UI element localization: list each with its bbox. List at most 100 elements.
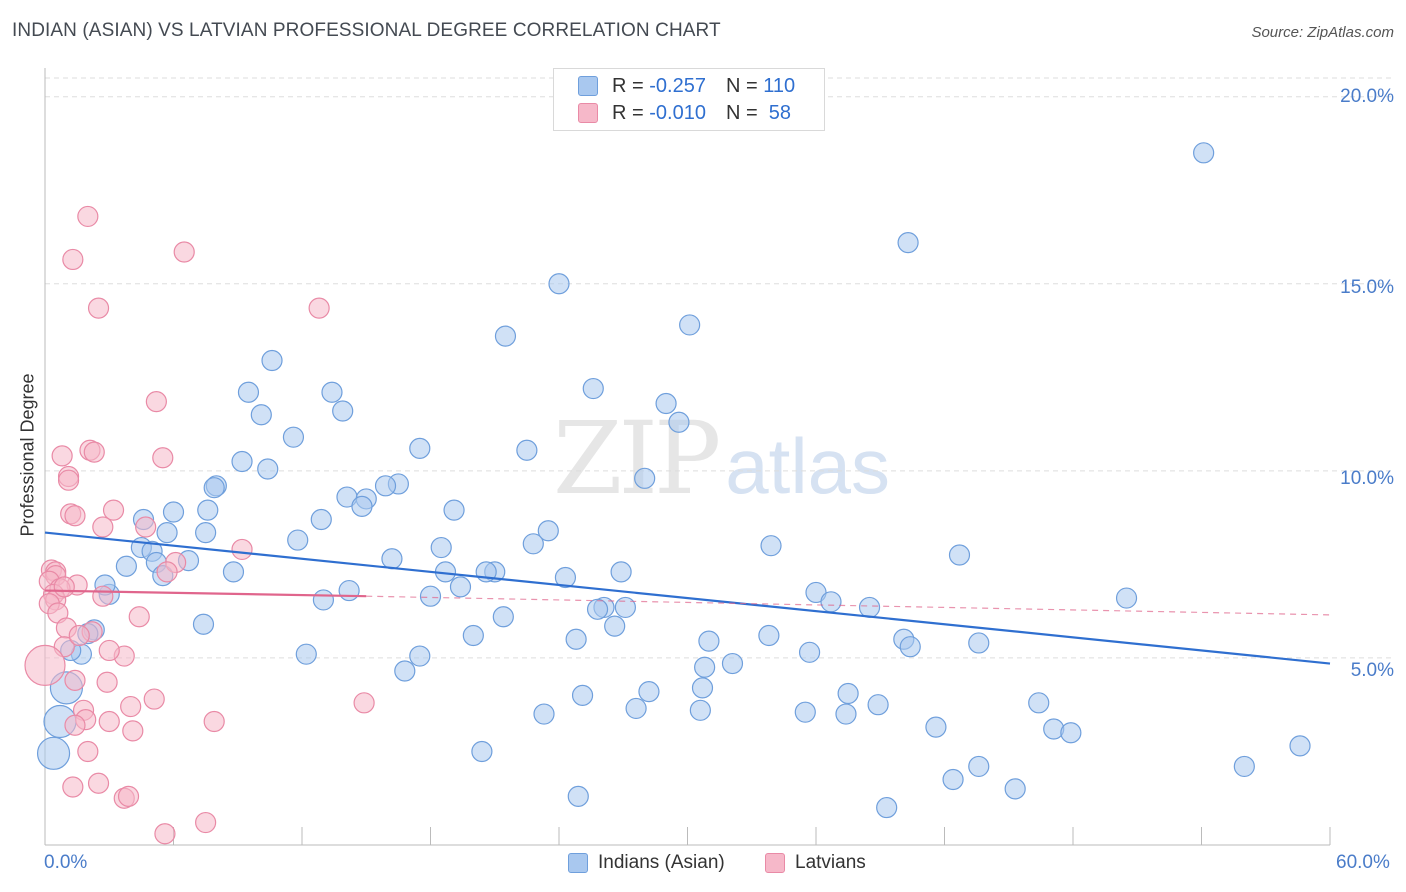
legend-swatch-pink bbox=[578, 103, 598, 123]
indians-point bbox=[295, 643, 317, 665]
legend-row-latvians: R = -0.010 N = 58 bbox=[578, 100, 791, 126]
indians-point bbox=[197, 499, 219, 521]
indians-point bbox=[571, 684, 594, 706]
indians-point bbox=[522, 533, 544, 555]
indians-point bbox=[443, 499, 465, 521]
latvians-point bbox=[154, 823, 176, 845]
indians-point bbox=[586, 598, 609, 620]
indians-point bbox=[565, 628, 587, 650]
latvians-point bbox=[96, 671, 118, 693]
y-tick-label-10: 10.0% bbox=[1340, 468, 1394, 489]
indians-point bbox=[537, 520, 559, 542]
latvians-trend-line bbox=[44, 589, 367, 598]
indians-point bbox=[492, 606, 514, 628]
latvians-point bbox=[24, 644, 66, 687]
bottom-legend-latvians: Latvians bbox=[765, 852, 866, 874]
indians-point bbox=[567, 785, 589, 807]
latvians-point bbox=[51, 445, 73, 467]
latvians-point bbox=[64, 505, 86, 527]
latvians-point bbox=[77, 740, 99, 763]
indians-point bbox=[287, 529, 309, 551]
indians-point bbox=[321, 381, 343, 403]
indians-point bbox=[261, 349, 283, 372]
latvians-point bbox=[98, 710, 120, 733]
latvians-point bbox=[308, 297, 330, 319]
source-credit: Source: ZipAtlas.com bbox=[1251, 24, 1394, 41]
indians-point bbox=[942, 768, 964, 791]
indians-point bbox=[1043, 718, 1065, 740]
indians-point bbox=[925, 716, 947, 738]
indians-point bbox=[614, 596, 636, 619]
latvians-point bbox=[117, 785, 140, 807]
indians-point bbox=[257, 458, 279, 480]
indians-point bbox=[721, 652, 744, 675]
latvians-point bbox=[83, 441, 105, 463]
indians-point bbox=[554, 566, 577, 589]
indians-point bbox=[837, 682, 859, 705]
chart-title: INDIAN (ASIAN) VS LATVIAN PROFESSIONAL D… bbox=[12, 20, 721, 41]
indians-point bbox=[192, 613, 215, 635]
indians-point bbox=[1004, 778, 1026, 800]
latvians-point bbox=[143, 688, 165, 710]
indians-point bbox=[867, 694, 889, 716]
indians-point bbox=[430, 536, 452, 559]
latvians-point bbox=[135, 516, 157, 538]
latvians-trend-extension bbox=[366, 595, 1331, 616]
bottom-legend-swatch-pink bbox=[765, 853, 785, 873]
indians-point bbox=[679, 314, 701, 336]
indians-point bbox=[409, 437, 431, 460]
bottom-legend-label: Indians (Asian) bbox=[598, 852, 725, 873]
latvians-point bbox=[53, 576, 75, 598]
latvians-point bbox=[64, 669, 86, 691]
indians-point bbox=[394, 660, 416, 682]
indians-point bbox=[162, 501, 185, 523]
indians-point bbox=[897, 232, 919, 254]
latvians-point bbox=[156, 561, 178, 583]
legend-n-label: N = bbox=[725, 74, 758, 97]
indians-point bbox=[582, 377, 604, 400]
latvians-point bbox=[87, 772, 110, 794]
latvians-point bbox=[92, 585, 114, 607]
indians-point bbox=[798, 641, 821, 663]
indians-point bbox=[638, 680, 660, 703]
y-tick-label-15: 15.0% bbox=[1340, 277, 1394, 298]
indians-point bbox=[115, 555, 137, 577]
indians-point bbox=[462, 624, 484, 647]
latvians-point bbox=[120, 695, 142, 718]
bottom-legend-swatch-blue bbox=[568, 853, 588, 873]
indians-point bbox=[374, 475, 397, 497]
latvians-point bbox=[353, 692, 375, 714]
indians-point bbox=[419, 585, 442, 607]
indians-point bbox=[610, 561, 632, 583]
watermark-zip: ZIP bbox=[553, 400, 721, 517]
indians-point bbox=[634, 467, 656, 489]
y-axis-label: Professional Degree bbox=[17, 373, 38, 537]
indians-point bbox=[1233, 755, 1255, 778]
indians-point bbox=[310, 508, 332, 531]
indians-point bbox=[351, 495, 373, 517]
legend-n-label: N = bbox=[725, 101, 758, 124]
indians-point bbox=[409, 645, 431, 667]
indians-point bbox=[222, 561, 245, 583]
indians-point bbox=[968, 755, 990, 778]
indians-point bbox=[237, 381, 260, 403]
indians-point bbox=[338, 579, 360, 602]
indians-trend-line bbox=[44, 531, 1331, 665]
indians-point bbox=[1060, 722, 1082, 744]
indians-point bbox=[858, 596, 881, 619]
watermark-atlas: atlas bbox=[725, 422, 891, 510]
indians-point bbox=[794, 701, 816, 723]
indians-point bbox=[449, 576, 472, 598]
zipatlas-watermark: ZIP atlas bbox=[553, 400, 890, 517]
latvians-point bbox=[98, 639, 120, 662]
indians-point bbox=[835, 703, 857, 725]
indians-point bbox=[332, 400, 354, 422]
indians-point bbox=[698, 630, 720, 652]
indians-point bbox=[604, 615, 626, 637]
indians-point bbox=[876, 796, 898, 819]
indians-point bbox=[691, 677, 714, 699]
indians-point bbox=[231, 450, 253, 473]
indians-point bbox=[548, 273, 570, 295]
indians-point bbox=[899, 636, 921, 658]
latvians-point bbox=[77, 205, 99, 228]
